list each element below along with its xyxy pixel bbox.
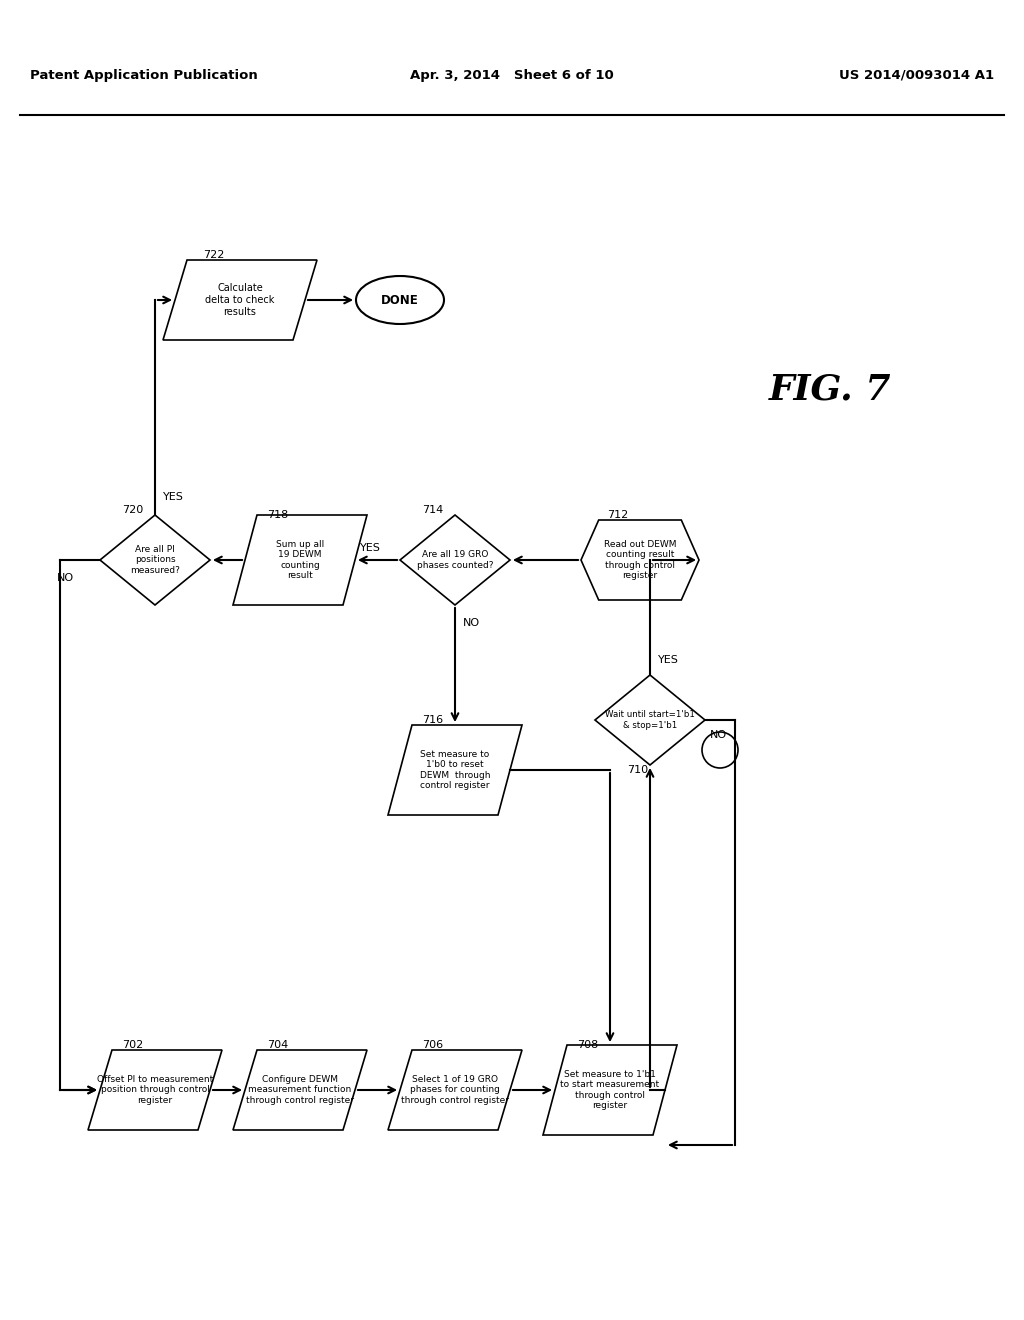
Text: Are all 19 GRO
phases counted?: Are all 19 GRO phases counted?	[417, 550, 494, 570]
Text: YES: YES	[163, 492, 184, 502]
Text: US 2014/0093014 A1: US 2014/0093014 A1	[839, 69, 994, 82]
Text: 714: 714	[422, 506, 443, 515]
Text: Sum up all
19 DEWM
counting
result: Sum up all 19 DEWM counting result	[275, 540, 325, 579]
Text: Wait until start=1'b1
& stop=1'b1: Wait until start=1'b1 & stop=1'b1	[605, 710, 695, 730]
Text: 708: 708	[577, 1040, 598, 1049]
Text: YES: YES	[359, 543, 381, 553]
Text: Select 1 of 19 GRO
phases for counting
through control register: Select 1 of 19 GRO phases for counting t…	[401, 1074, 509, 1105]
Text: Apr. 3, 2014   Sheet 6 of 10: Apr. 3, 2014 Sheet 6 of 10	[411, 69, 613, 82]
Text: Set measure to
1'b0 to reset
DEWM  through
control register: Set measure to 1'b0 to reset DEWM throug…	[420, 750, 490, 791]
Text: NO: NO	[56, 573, 74, 583]
Text: Configure DEWM
measurement function
through control register: Configure DEWM measurement function thro…	[246, 1074, 354, 1105]
Text: 702: 702	[122, 1040, 143, 1049]
Text: NO: NO	[710, 730, 727, 741]
Text: 710: 710	[627, 766, 648, 775]
Text: 718: 718	[266, 510, 288, 520]
Text: DONE: DONE	[381, 293, 419, 306]
Text: Calculate
delta to check
results: Calculate delta to check results	[206, 284, 274, 317]
Text: 712: 712	[607, 510, 628, 520]
Text: 722: 722	[203, 249, 224, 260]
Text: FIG. 7: FIG. 7	[769, 374, 891, 407]
Text: YES: YES	[658, 655, 679, 665]
Text: 716: 716	[422, 715, 443, 725]
Text: Read out DEWM
counting result
through control
register: Read out DEWM counting result through co…	[604, 540, 676, 579]
Text: Set measure to 1'b1
to start measurement
through control
register: Set measure to 1'b1 to start measurement…	[560, 1071, 659, 1110]
Text: Offset PI to measurement
position through control
register: Offset PI to measurement position throug…	[97, 1074, 213, 1105]
Text: NO: NO	[463, 618, 480, 628]
Text: 704: 704	[266, 1040, 288, 1049]
Text: Patent Application Publication: Patent Application Publication	[30, 69, 258, 82]
Text: 720: 720	[122, 506, 143, 515]
Text: Are all PI
positions
measured?: Are all PI positions measured?	[130, 545, 180, 576]
Text: 706: 706	[422, 1040, 443, 1049]
